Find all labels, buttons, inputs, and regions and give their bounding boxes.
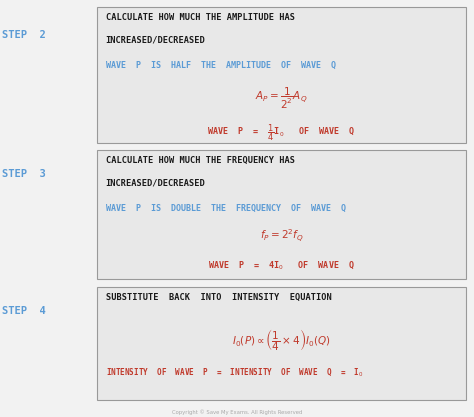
Text: WAVE  P  =  4I$_0$   OF  WAVE  Q: WAVE P = 4I$_0$ OF WAVE Q — [208, 259, 355, 271]
Text: CALCULATE HOW MUCH THE FREQUENCY HAS: CALCULATE HOW MUCH THE FREQUENCY HAS — [106, 156, 295, 166]
Text: STEP  4: STEP 4 — [2, 306, 46, 316]
Text: WAVE  P  =  $\dfrac{1}{4}$I$_0$   OF  WAVE  Q: WAVE P = $\dfrac{1}{4}$I$_0$ OF WAVE Q — [208, 123, 356, 143]
Text: CALCULATE HOW MUCH THE AMPLITUDE HAS: CALCULATE HOW MUCH THE AMPLITUDE HAS — [106, 13, 295, 23]
Text: SUBSTITUTE  BACK  INTO  INTENSITY  EQUATION: SUBSTITUTE BACK INTO INTENSITY EQUATION — [106, 293, 331, 302]
Text: STEP  2: STEP 2 — [2, 30, 46, 40]
Text: $f_P = 2^2 f_Q$: $f_P = 2^2 f_Q$ — [260, 227, 303, 244]
Text: INCREASED/DECREASED: INCREASED/DECREASED — [106, 35, 205, 44]
Text: WAVE  P  IS  DOUBLE  THE  FREQUENCY  OF  WAVE  Q: WAVE P IS DOUBLE THE FREQUENCY OF WAVE Q — [106, 204, 346, 214]
Text: $I_0(P) \propto \left(\dfrac{1}{4} \times 4\right)I_0(Q)$: $I_0(P) \propto \left(\dfrac{1}{4} \time… — [232, 327, 331, 352]
Text: $A_P = \dfrac{1}{2^2}A_Q$: $A_P = \dfrac{1}{2^2}A_Q$ — [255, 86, 308, 111]
Text: Copyright © Save My Exams. All Rights Reserved: Copyright © Save My Exams. All Rights Re… — [172, 409, 302, 415]
FancyBboxPatch shape — [97, 287, 466, 400]
Text: INCREASED/DECREASED: INCREASED/DECREASED — [106, 178, 205, 187]
Text: WAVE  P  IS  HALF  THE  AMPLITUDE  OF  WAVE  Q: WAVE P IS HALF THE AMPLITUDE OF WAVE Q — [106, 61, 336, 70]
FancyBboxPatch shape — [97, 7, 466, 143]
Text: STEP  3: STEP 3 — [2, 169, 46, 179]
FancyBboxPatch shape — [97, 150, 466, 279]
Text: INTENSITY  OF  WAVE  P  =  INTENSITY  OF  WAVE  Q  =  I$_0$: INTENSITY OF WAVE P = INTENSITY OF WAVE … — [106, 366, 364, 378]
